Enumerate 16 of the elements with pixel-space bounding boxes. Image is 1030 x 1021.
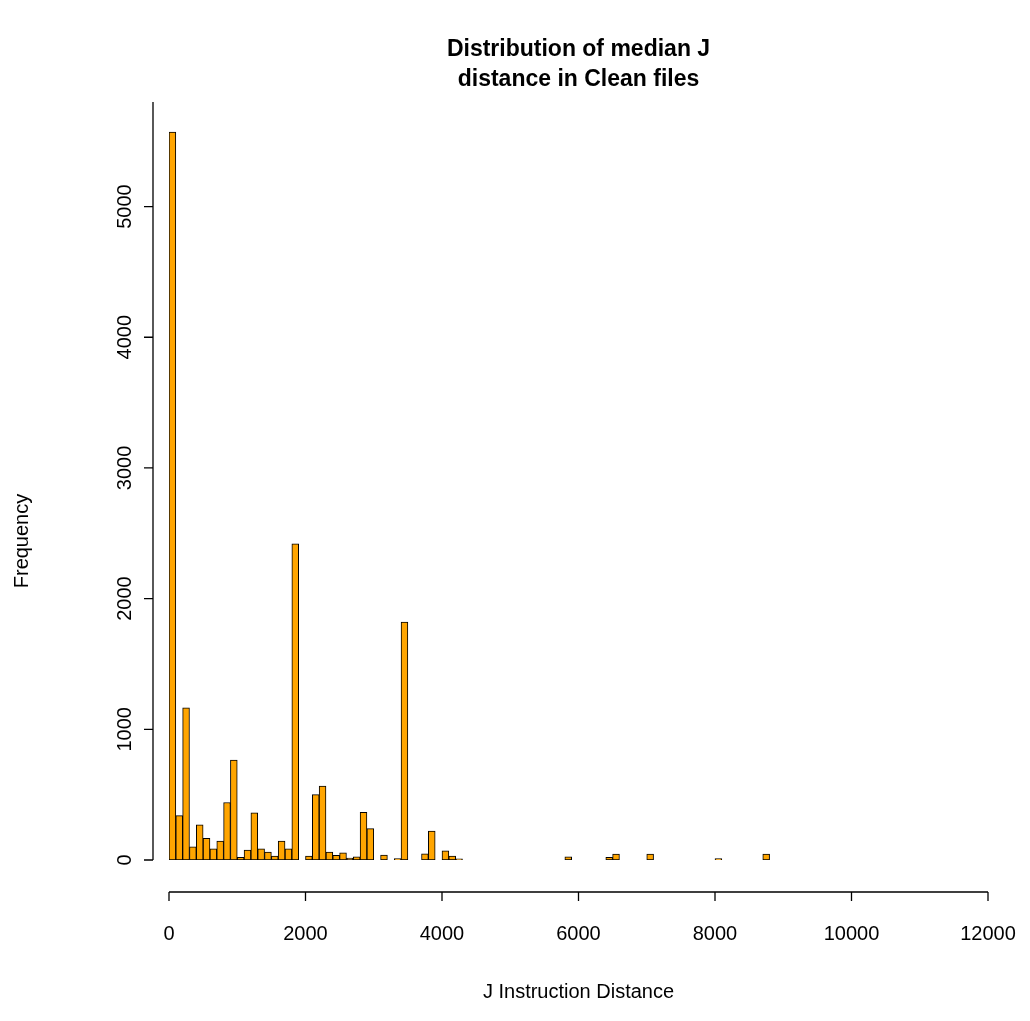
- x-tick-label: 12000: [960, 921, 1016, 944]
- x-tick-label: 10000: [823, 921, 880, 944]
- y-tick-label: 4000: [112, 314, 135, 360]
- x-tick-label: 4000: [419, 921, 465, 944]
- x-tick-label: 2000: [283, 921, 328, 944]
- y-tick-label: 0: [112, 854, 135, 866]
- y-tick-label: 1000: [112, 707, 135, 752]
- x-tick-label: 0: [163, 921, 175, 944]
- y-axis-title: Frequency: [9, 493, 32, 589]
- chart-title: Distribution of median J distance in Clean files: [446, 35, 711, 92]
- y-tick-label: 3000: [112, 445, 135, 491]
- y-tick-label: 5000: [112, 184, 135, 229]
- x-tick-label: 6000: [556, 921, 601, 944]
- x-tick-label: 8000: [692, 921, 738, 944]
- y-tick-label: 2000: [112, 576, 135, 621]
- x-axis-title: J Instruction Distance: [482, 979, 675, 1002]
